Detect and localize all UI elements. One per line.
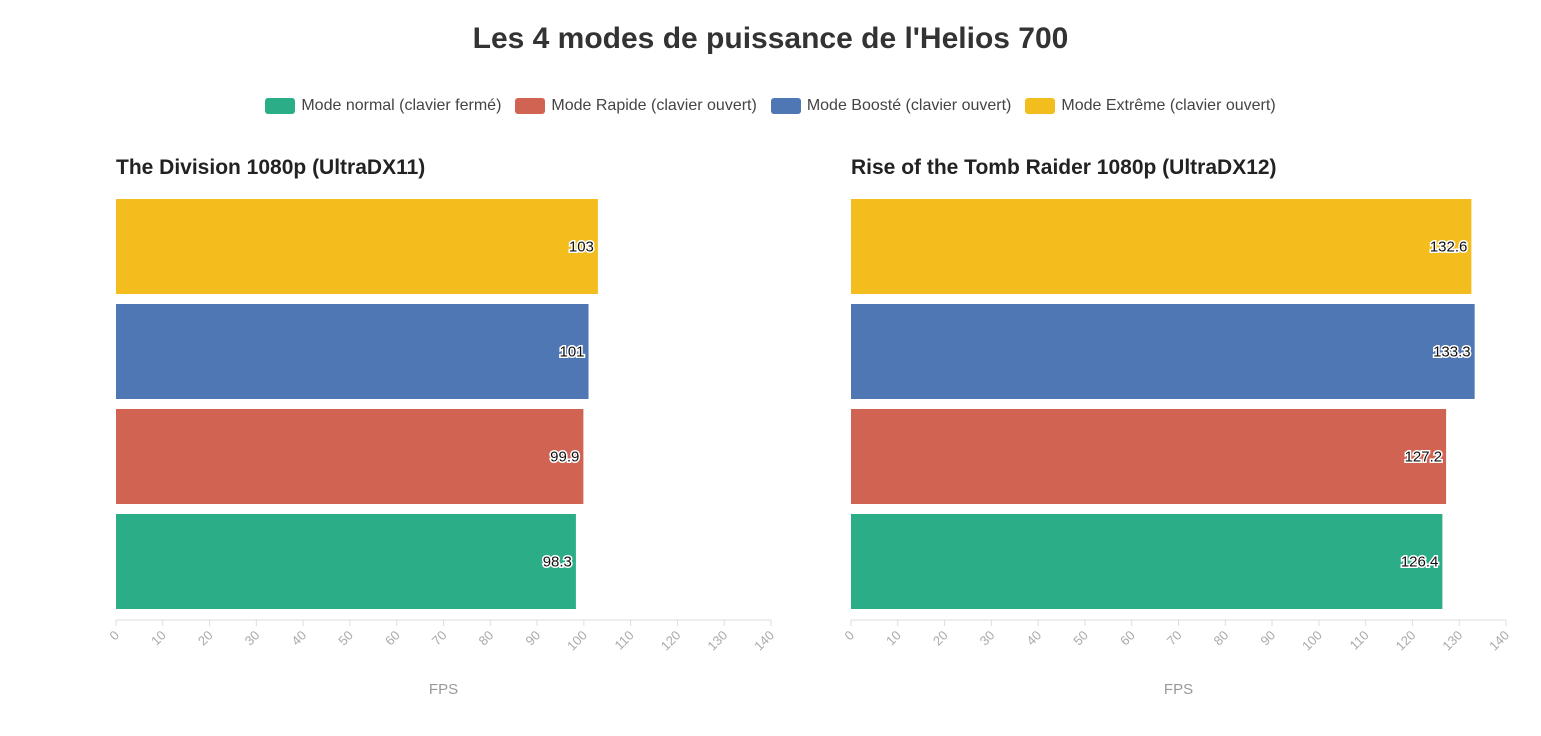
bar[interactable] <box>116 199 598 294</box>
legend-label-extreme: Mode Extrême (clavier ouvert) <box>1061 97 1276 114</box>
legend-swatch-normal <box>265 98 296 114</box>
bar[interactable] <box>851 304 1475 399</box>
x-tick-label: 60 <box>1117 628 1138 649</box>
legend-swatch-extreme <box>1025 98 1056 114</box>
x-tick-label: 110 <box>1346 628 1371 653</box>
x-tick-label: 90 <box>522 628 543 649</box>
x-tick-label: 80 <box>476 628 497 649</box>
x-tick-label: 140 <box>751 628 777 654</box>
x-tick-label: 130 <box>704 628 730 654</box>
chart-tomb-raider: 132.6 133.3 127.2 126.4 0 10 20 30 40 50 60 70 80 90 1… <box>841 199 1512 698</box>
x-tick-label: 50 <box>1070 628 1091 649</box>
x-axis-label: FPS <box>1164 681 1193 698</box>
bar[interactable] <box>116 514 576 609</box>
bar-value-label: 127.2 <box>1405 449 1443 466</box>
bar[interactable] <box>116 304 589 399</box>
x-tick-label: 20 <box>195 628 216 649</box>
page-title: Les 4 modes de puissance de l'Helios 700 <box>472 22 1069 55</box>
x-tick-label: 90 <box>1257 628 1278 649</box>
bar-value-label: 132.6 <box>1430 239 1468 256</box>
x-tick-label: 60 <box>382 628 403 649</box>
x-tick-label: 80 <box>1211 628 1232 649</box>
x-tick-label: 100 <box>564 628 590 654</box>
x-tick-label: 0 <box>841 628 857 644</box>
legend: Mode normal (clavier fermé) Mode Rapide … <box>0 97 1541 115</box>
chart-title-tomb-raider: Rise of the Tomb Raider 1080p (UltraDX12… <box>851 156 1277 179</box>
x-tick-label: 40 <box>288 628 309 649</box>
x-tick-label: 30 <box>242 628 263 649</box>
bar-value-label: 101 <box>560 344 585 361</box>
chart-title-division: The Division 1080p (UltraDX11) <box>116 156 426 179</box>
x-axis-label: FPS <box>429 681 458 698</box>
x-tick-label: 10 <box>883 628 904 649</box>
bar[interactable] <box>116 409 584 504</box>
x-tick-label: 140 <box>1486 628 1512 654</box>
legend-label-booste: Mode Boosté (clavier ouvert) <box>806 97 1012 114</box>
x-tick-label: 130 <box>1439 628 1465 654</box>
x-tick-label: 40 <box>1023 628 1044 649</box>
x-tick-label: 10 <box>148 628 169 649</box>
x-tick-label: 120 <box>1393 628 1419 654</box>
bar-value-label: 103 <box>569 239 594 256</box>
x-tick-label: 100 <box>1299 628 1325 654</box>
legend-swatch-booste <box>770 98 801 114</box>
x-tick-label: 70 <box>429 628 450 649</box>
x-tick-label: 70 <box>1164 628 1185 649</box>
x-tick-label: 50 <box>335 628 356 649</box>
bar[interactable] <box>851 514 1443 609</box>
bar-value-label: 98.3 <box>543 554 572 571</box>
bar-value-label: 133.3 <box>1433 344 1471 361</box>
legend-swatch-rapide <box>515 98 546 114</box>
bar-value-label: 99.9 <box>550 449 579 466</box>
x-tick-label: 120 <box>658 628 684 654</box>
bar[interactable] <box>851 409 1447 504</box>
legend-item-booste[interactable]: Mode Boosté (clavier ouvert) <box>770 97 1012 115</box>
chart-division: 103 101 99.9 98.3 0 10 20 30 40 50 60 70 80 90 100 110 1… <box>106 199 777 698</box>
legend-item-rapide[interactable]: Mode Rapide (clavier ouvert) <box>515 97 757 115</box>
legend-item-normal[interactable]: Mode normal (clavier fermé) <box>265 97 501 115</box>
x-tick-label: 20 <box>930 628 951 649</box>
x-tick-label: 0 <box>106 628 122 644</box>
legend-label-normal: Mode normal (clavier fermé) <box>301 97 502 114</box>
bar[interactable] <box>851 199 1472 294</box>
x-tick-label: 30 <box>977 628 998 649</box>
bar-value-label: 126.4 <box>1401 554 1439 571</box>
legend-label-rapide: Mode Rapide (clavier ouvert) <box>551 97 757 114</box>
x-tick-label: 110 <box>611 628 636 653</box>
legend-item-extreme[interactable]: Mode Extrême (clavier ouvert) <box>1025 97 1276 115</box>
